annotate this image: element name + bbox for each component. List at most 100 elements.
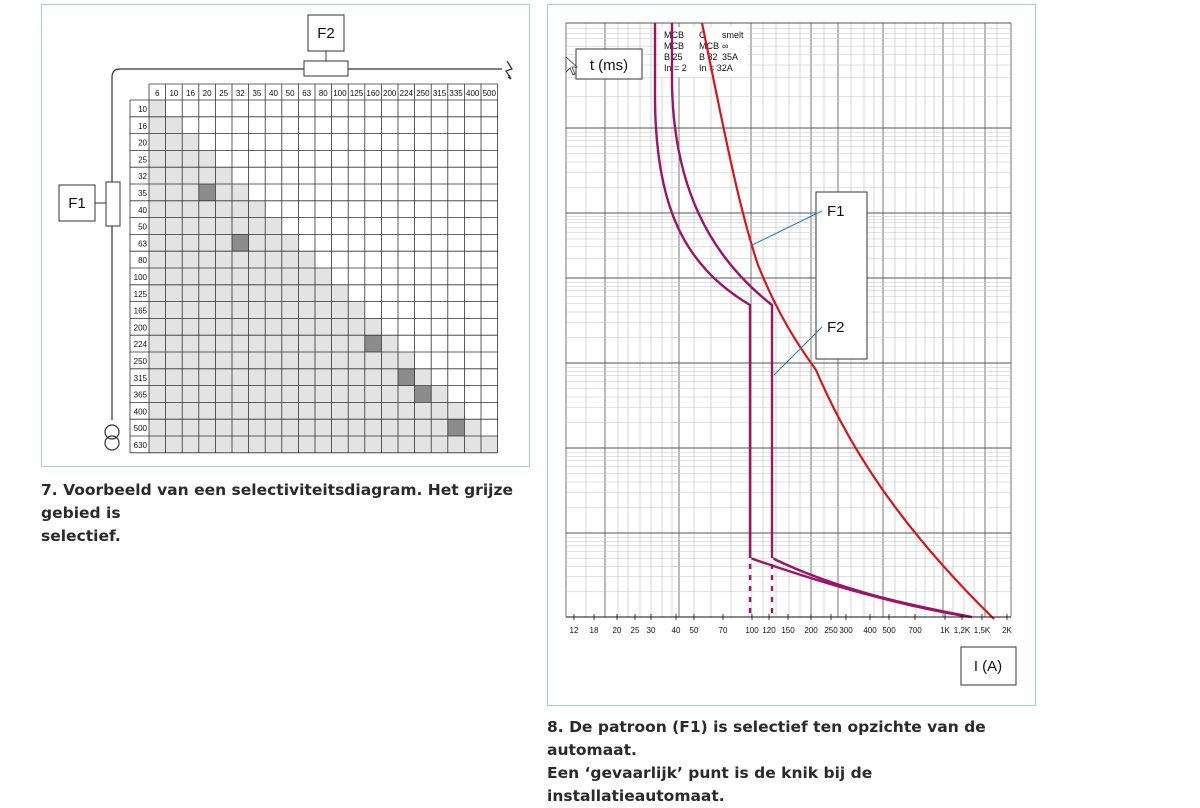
grid-cell (149, 234, 166, 252)
i-axis-label: I (A) (974, 658, 1002, 675)
grid-cell (182, 419, 199, 436)
x-tick-label: 200 (804, 626, 818, 635)
grid-cell (198, 301, 216, 319)
grid-cell (165, 251, 183, 268)
x-tick-label: 25 (631, 626, 640, 635)
grid-cell (431, 436, 448, 453)
row-header: 200 (134, 323, 148, 332)
column-header: 160 (366, 89, 380, 98)
grid-cell (281, 284, 299, 302)
row-header: 16 (138, 122, 147, 131)
x-tick-label: 100 (745, 626, 759, 635)
mouse-cursor-icon (565, 56, 579, 76)
grid-cell (232, 436, 249, 453)
grid-cell (182, 335, 199, 352)
x-tick-label: 50 (690, 626, 699, 635)
f2-box (307, 14, 345, 52)
t-axis-label: t (ms) (590, 57, 628, 74)
grid-cell (149, 368, 166, 386)
grid-cell (364, 318, 382, 336)
grid-cell (198, 318, 216, 336)
grid-cell (232, 234, 249, 252)
grid-cell (232, 268, 249, 285)
i-axis-label-box (960, 646, 1017, 686)
selectivity-diagram: F2 F1 6 10 16 20 25 32 35 40 50 63 80 100 125 160 200 2… (58, 14, 513, 454)
row-header: 630 (134, 441, 148, 450)
column-header: 500 (483, 89, 497, 98)
row-header: 400 (134, 407, 148, 416)
grid-cell (331, 402, 349, 420)
row-header: 250 (134, 357, 148, 366)
info-cell: MCB (664, 30, 684, 40)
row-header: 500 (134, 424, 148, 433)
grid-cell (331, 436, 349, 453)
grid-cell (381, 335, 398, 352)
grid-cell (447, 436, 465, 453)
grid-cell (165, 116, 183, 134)
grid-cell (398, 402, 415, 420)
grid-cell (149, 251, 166, 268)
x-tick-label: 400 (863, 626, 877, 635)
bus-line-left (111, 68, 304, 420)
grid-cell (331, 368, 349, 386)
grid-cell (281, 318, 299, 336)
grid-cell (265, 217, 282, 235)
grid-cell (364, 402, 382, 420)
grid-cell (149, 352, 166, 369)
x-tick-label: 20 (613, 626, 622, 635)
column-header: 100 (333, 89, 347, 98)
grid-cell (298, 402, 315, 420)
x-tick-label: 1,5K (974, 626, 991, 635)
grid-cell (331, 335, 349, 352)
row-header: 100 (134, 273, 148, 282)
grid-cell (165, 436, 183, 453)
grid-cell (265, 419, 282, 436)
grid-cell (348, 301, 365, 319)
grid-cell (149, 402, 166, 420)
grid-cell (265, 284, 282, 302)
grid-cell (198, 352, 216, 369)
grid-cell (149, 167, 166, 184)
column-header: 16 (186, 89, 195, 98)
grid-cell (265, 234, 282, 252)
grid-cell (315, 268, 332, 285)
grid-cell (348, 368, 365, 386)
grid-cell (198, 268, 216, 285)
grid-cell (232, 318, 249, 336)
grid-cell (265, 436, 282, 453)
grid-cell (248, 284, 266, 302)
x-tick-label: 18 (590, 626, 599, 635)
grid-cell (165, 335, 183, 352)
grid-cell (215, 402, 232, 420)
row-header: 80 (138, 256, 147, 265)
mcb-f2-curve-left (653, 23, 752, 617)
grid-cell (248, 200, 266, 218)
grid-cell (165, 234, 183, 252)
grid-cell (315, 318, 332, 336)
f2-label: F2 (317, 25, 335, 42)
f2-callout-label: F2 (827, 319, 845, 336)
grid-cell (398, 419, 415, 436)
chart-grid (565, 22, 1012, 618)
grid-cell (248, 402, 266, 420)
info-cell: 35A (722, 52, 738, 62)
grid-cell (215, 352, 232, 369)
grid-cell (182, 150, 199, 168)
grid-cell (315, 436, 332, 453)
column-header: 400 (466, 89, 480, 98)
grid-cell (165, 268, 183, 285)
grid-cell (232, 184, 249, 201)
grid-cell (248, 217, 266, 235)
x-tick-label: 300 (839, 626, 853, 635)
caption-line: selectief. (41, 527, 121, 545)
grid-cell (215, 419, 232, 436)
grid-cell (215, 301, 232, 319)
grid-cell (149, 284, 166, 302)
grid-cell (265, 251, 282, 268)
column-header: 335 (449, 89, 463, 98)
grid-cell (364, 335, 382, 352)
grid-cell (198, 335, 216, 352)
grid-cell (248, 318, 266, 336)
info-cell: MCB (664, 41, 684, 51)
